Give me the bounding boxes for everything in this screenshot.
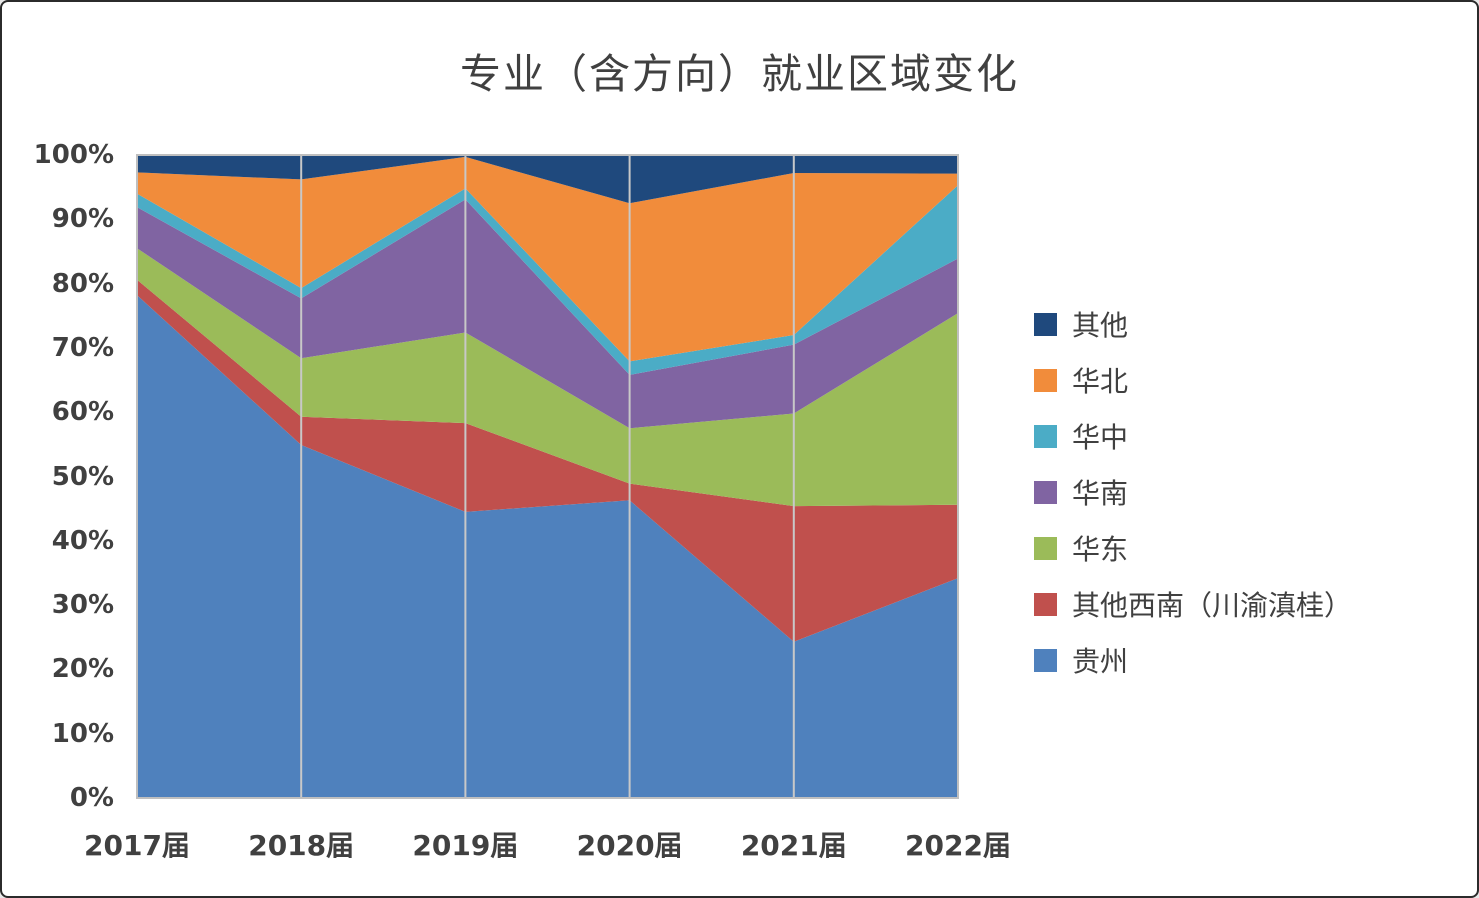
legend-item-guizhou: 贵州 xyxy=(1034,632,1352,688)
area-huanan xyxy=(137,199,958,429)
y-tick-label: 90% xyxy=(51,204,114,235)
area-huadong xyxy=(137,248,958,507)
legend-swatch-icon xyxy=(1034,480,1057,504)
area-huabei xyxy=(137,156,958,362)
area-other xyxy=(137,155,958,204)
legend-label: 华中 xyxy=(1072,421,1129,454)
legend-swatch-icon xyxy=(1034,648,1057,672)
legend-item-huanan: 华南 xyxy=(1034,464,1352,520)
legend-swatch-icon xyxy=(1034,368,1057,392)
legend-swatch-icon xyxy=(1034,312,1057,336)
y-tick-label: 20% xyxy=(51,654,114,685)
legend-item-other-southwest: 其他西南（川渝滇桂） xyxy=(1034,576,1352,632)
legend-item-huazhong: 华中 xyxy=(1034,408,1352,464)
area-guizhou xyxy=(137,295,958,798)
chart-title: 专业（含方向）就业区域变化 xyxy=(460,50,1019,98)
legend-item-huadong: 华东 xyxy=(1034,520,1352,576)
x-tick-label: 2017届 xyxy=(84,829,190,862)
legend-swatch-icon xyxy=(1034,592,1057,616)
legend-item-huabei: 华北 xyxy=(1034,352,1352,408)
y-tick-label: 30% xyxy=(51,590,114,621)
legend-label: 华北 xyxy=(1072,365,1129,398)
y-tick-label: 10% xyxy=(51,718,114,749)
x-tick-label: 2021届 xyxy=(740,829,847,862)
area-other-southwest xyxy=(137,279,958,642)
legend-label: 华南 xyxy=(1072,477,1129,510)
legend-label: 华东 xyxy=(1072,533,1129,566)
y-tick-label: 0% xyxy=(69,783,114,813)
legend-label: 贵州 xyxy=(1072,645,1129,678)
y-tick-label: 50% xyxy=(51,461,114,492)
y-tick-label: 100% xyxy=(33,140,114,170)
x-tick-label: 2020届 xyxy=(576,829,683,862)
x-tick-label: 2018届 xyxy=(248,829,355,862)
y-tick-label: 60% xyxy=(51,397,114,428)
x-tick-label: 2019届 xyxy=(412,829,519,862)
legend-swatch-icon xyxy=(1034,536,1057,560)
y-tick-label: 80% xyxy=(51,268,114,299)
legend-label: 其他西南（川渝滇桂） xyxy=(1072,589,1353,622)
legend-item-other: 其他 xyxy=(1034,296,1352,352)
plot-border xyxy=(136,154,959,799)
y-tick-label: 70% xyxy=(51,332,114,363)
area-huazhong xyxy=(137,185,958,375)
x-tick-label: 2022届 xyxy=(905,829,1011,862)
y-tick-label: 40% xyxy=(51,525,114,556)
legend-swatch-icon xyxy=(1034,424,1057,448)
chart-legend: 其他华北华中华南华东其他西南（川渝滇桂） 贵州 xyxy=(1034,296,1352,688)
legend-label: 其他 xyxy=(1072,309,1129,342)
